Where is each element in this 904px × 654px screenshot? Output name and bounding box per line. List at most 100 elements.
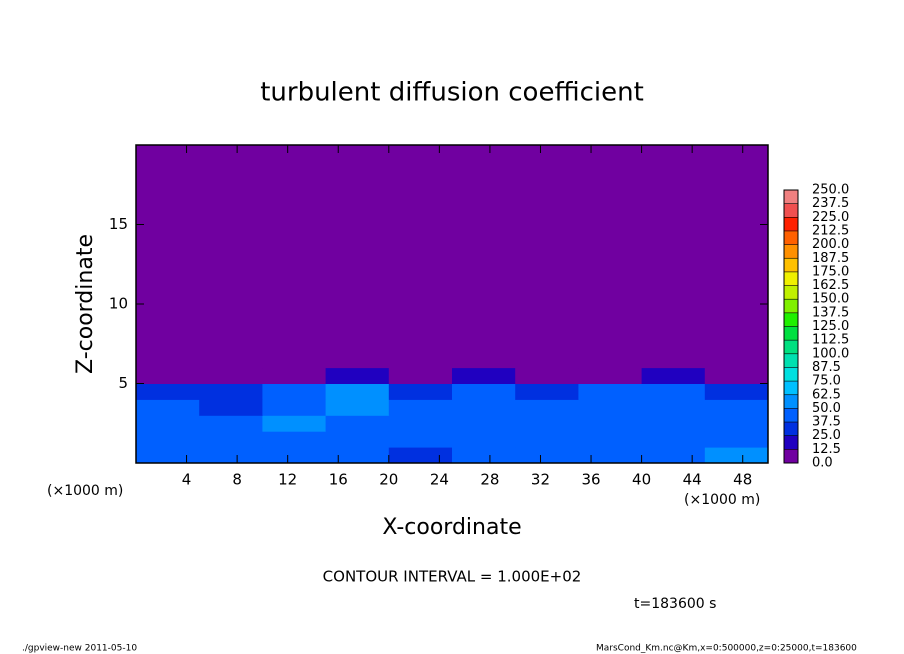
heat-cell	[262, 415, 327, 432]
heat-cell	[262, 367, 327, 384]
colorbar-label: 50.0	[812, 401, 841, 416]
heat-cell	[704, 145, 769, 369]
heat-cell	[641, 447, 706, 464]
x-unit-label: (×1000 m)	[47, 483, 123, 499]
y-tick-label: 15	[109, 215, 128, 233]
colorbar-label: 87.5	[812, 360, 841, 375]
footer-right: MarsCond_Km.nc@Km,x=0:500000,z=0:25000,t…	[596, 644, 857, 654]
heat-cell	[578, 367, 643, 384]
heat-cell	[199, 145, 263, 369]
heat-cell	[578, 399, 643, 416]
heat-cell	[452, 447, 516, 464]
colorbar-label: 25.0	[812, 428, 841, 443]
colorbar-swatch	[784, 271, 798, 286]
time-note: t=183600 s	[634, 596, 716, 612]
heat-cell	[515, 431, 579, 448]
heat-cell	[136, 367, 200, 384]
heat-cell	[641, 367, 706, 384]
heat-cell	[388, 415, 453, 432]
colorbar-label: 37.5	[812, 415, 841, 430]
colorbar-swatch	[784, 285, 798, 300]
heat-cell	[578, 145, 643, 369]
heat-cell	[515, 145, 579, 369]
heat-cell	[388, 383, 453, 400]
x-tick-label: 44	[683, 471, 702, 489]
colorbar-swatch	[784, 244, 798, 259]
heat-cell	[388, 367, 453, 384]
x-tick-label: 24	[430, 471, 449, 489]
colorbar-swatch	[784, 230, 798, 245]
footer-left: ./gpview-new 2011-05-10	[22, 644, 137, 654]
colorbar-label: 12.5	[812, 442, 841, 457]
y-tick-label: 5	[118, 374, 128, 392]
colorbar-swatch	[784, 299, 798, 313]
x-tick-label: 16	[329, 471, 348, 489]
colorbar-swatch	[784, 449, 798, 463]
heat-cell	[641, 383, 706, 400]
heat-cell	[704, 399, 769, 416]
heat-cell	[388, 431, 453, 448]
heat-cell	[641, 145, 706, 369]
colorbar-label: 225.0	[812, 210, 849, 225]
heat-cell	[388, 145, 453, 369]
heat-cell	[262, 145, 327, 369]
colorbar-swatch	[784, 340, 798, 354]
colorbar-label: 125.0	[812, 319, 849, 334]
heat-cell	[136, 399, 200, 416]
heat-cell	[641, 399, 706, 416]
heat-cell	[136, 431, 200, 448]
heat-cell	[136, 145, 200, 369]
heat-cell	[452, 399, 516, 416]
heat-cell	[452, 367, 516, 384]
contour-note: CONTOUR INTERVAL = 1.000E+02	[323, 568, 582, 586]
colorbar-label: 150.0	[812, 292, 849, 307]
x-tick-label: 36	[581, 471, 600, 489]
colorbar-swatch	[784, 381, 798, 395]
heat-cell	[578, 383, 643, 400]
heat-cell	[325, 383, 390, 400]
heat-cell	[262, 399, 327, 416]
heat-cell	[262, 383, 327, 400]
x-tick-label: 40	[632, 471, 651, 489]
colorbar-swatch	[784, 203, 798, 218]
colorbar-label: 212.5	[812, 223, 849, 238]
x-tick-label: 20	[379, 471, 398, 489]
colorbar-label: 200.0	[812, 237, 849, 252]
heat-cell	[262, 431, 327, 448]
heat-cell	[136, 447, 200, 464]
colorbar-label: 62.5	[812, 387, 841, 402]
heat-cell	[452, 415, 516, 432]
heat-cell	[136, 383, 200, 400]
heat-cell	[704, 367, 769, 384]
colorbar-swatch	[784, 353, 798, 368]
heat-cell	[515, 367, 579, 384]
heat-cell	[136, 415, 200, 432]
colorbar-swatch	[784, 217, 798, 231]
heat-cell	[199, 367, 263, 384]
colorbar-label: 237.5	[812, 196, 849, 211]
heat-cell	[704, 447, 769, 464]
x-tick-label: 8	[232, 471, 242, 489]
colorbar-label: 137.5	[812, 305, 849, 320]
colorbar-label: 187.5	[812, 251, 849, 266]
colorbar-label: 112.5	[812, 333, 849, 348]
colorbar-label: 100.0	[812, 346, 849, 361]
y-axis-label: Z-coordinate	[73, 234, 98, 374]
heat-cell	[199, 399, 263, 416]
x-axis-label: X-coordinate	[382, 515, 521, 540]
heat-cell	[325, 367, 390, 384]
heat-cell	[641, 415, 706, 432]
colorbar-swatch	[784, 394, 798, 409]
x-tick-label: 48	[733, 471, 752, 489]
heat-cell	[325, 399, 390, 416]
heat-cell	[704, 383, 769, 400]
heat-cell	[262, 447, 327, 464]
heat-cell	[199, 447, 263, 464]
heat-cell	[515, 383, 579, 400]
heat-cell	[704, 415, 769, 432]
x-unit-label: (×1000 m)	[684, 492, 760, 508]
colorbar-label: 75.0	[812, 374, 841, 389]
colorbar-swatch	[784, 190, 798, 204]
